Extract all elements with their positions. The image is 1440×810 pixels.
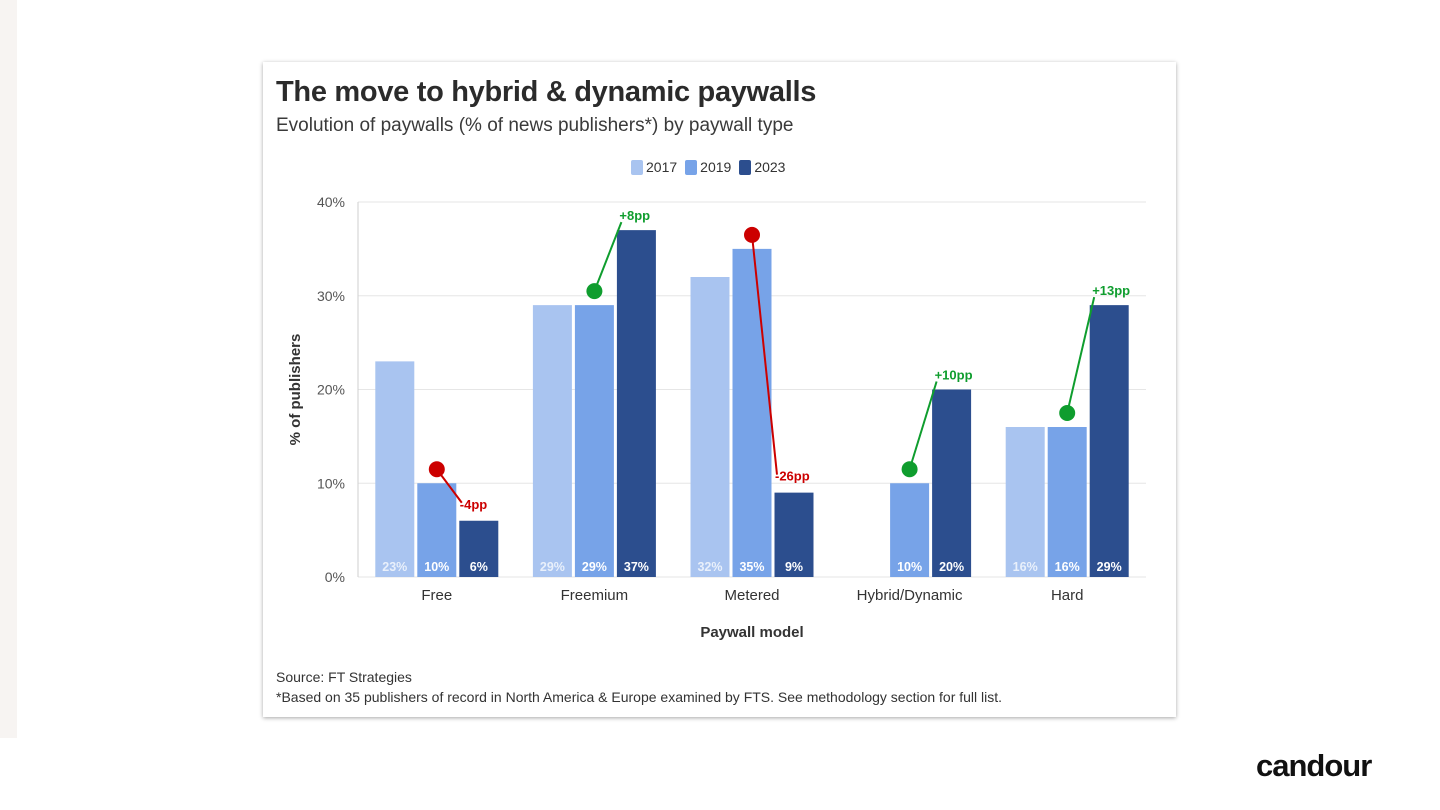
chart-footnote: *Based on 35 publishers of record in Nor… xyxy=(276,689,1003,705)
legend-swatch-2023 xyxy=(739,159,752,175)
bar-value-label: 10% xyxy=(424,560,449,574)
bar-2023-metered xyxy=(774,492,814,577)
chart-title: The move to hybrid & dynamic paywalls xyxy=(276,76,817,108)
legend-swatch-2017 xyxy=(631,159,643,175)
legend-item-2017: 2017 xyxy=(631,159,677,175)
bar-2019-hybriddynamic xyxy=(890,483,930,577)
change-marker-dot xyxy=(586,283,603,300)
bar-2023-freemium xyxy=(616,230,656,577)
change-label: -4pp xyxy=(460,497,488,512)
change-label: -26pp xyxy=(775,469,810,484)
x-tick-label: Hard xyxy=(1051,587,1084,604)
legend-label-2019: 2019 xyxy=(700,159,732,175)
change-connector xyxy=(908,381,938,470)
change-connector xyxy=(1066,296,1096,414)
y-tick-label: 10% xyxy=(317,475,345,491)
chart-source: Source: FT Strategies xyxy=(276,669,412,685)
legend-label-2017: 2017 xyxy=(646,159,678,175)
bar-value-label: 35% xyxy=(739,560,764,574)
bar-value-label: 16% xyxy=(1055,560,1080,574)
y-tick-label: 0% xyxy=(325,569,345,585)
bar-value-label: 9% xyxy=(785,560,803,574)
bar-2019-free xyxy=(417,483,457,577)
x-axis-label: Paywall model xyxy=(700,624,803,641)
change-marker-dot xyxy=(1059,405,1076,421)
chart-plot: 0% 10% 20% 30% 40% % of publishers Paywall mod… xyxy=(287,194,1146,641)
bar-2019-hard xyxy=(1047,427,1087,577)
bar-value-label: 29% xyxy=(1097,560,1122,574)
change-label: +13pp xyxy=(1092,283,1130,298)
bar-value-label: 23% xyxy=(382,560,407,574)
bar-value-label: 10% xyxy=(897,560,922,574)
x-tick-label: Freemium xyxy=(561,587,629,604)
bar-2023-hard xyxy=(1089,305,1129,577)
legend-item-2019: 2019 xyxy=(685,159,731,175)
bar-2019-metered xyxy=(732,248,772,577)
change-connector xyxy=(751,234,778,475)
change-label: +8pp xyxy=(619,208,650,223)
y-tick-label: 40% xyxy=(317,194,345,210)
legend-item-2023: 2023 xyxy=(739,159,785,175)
change-connector xyxy=(593,221,623,292)
legend-swatch-2019 xyxy=(685,159,698,175)
bar-value-label: 32% xyxy=(697,560,722,574)
bar-value-label: 29% xyxy=(540,560,565,574)
bar-value-label: 37% xyxy=(624,560,649,574)
x-tick-label: Metered xyxy=(724,587,779,604)
bar-2019-freemium xyxy=(574,305,614,577)
bar-2017-hard xyxy=(1005,427,1045,577)
change-marker-dot xyxy=(428,461,445,478)
change-label: +10pp xyxy=(935,368,973,383)
change-marker-dot xyxy=(901,461,918,478)
x-tick-label: Free xyxy=(421,587,452,604)
bar-2017-free xyxy=(375,361,415,577)
brand-logo: candour xyxy=(1256,748,1372,783)
bar-2023-free xyxy=(459,520,499,577)
bar-2023-hybriddynamic xyxy=(932,389,972,577)
bar-value-label: 20% xyxy=(939,560,964,574)
bar-value-label: 29% xyxy=(582,560,607,574)
bar-2017-freemium xyxy=(532,305,572,577)
legend-label-2023: 2023 xyxy=(754,159,786,175)
y-tick-label: 20% xyxy=(317,382,345,398)
x-tick-label: Hybrid/Dynamic xyxy=(857,587,963,604)
chart-subtitle: Evolution of paywalls (% of news publish… xyxy=(276,115,794,136)
y-tick-label: 30% xyxy=(317,288,345,304)
chart-legend: 2017 2019 2023 xyxy=(631,158,793,176)
bar-2017-metered xyxy=(690,277,730,577)
chart-card: The move to hybrid & dynamic paywalls Ev… xyxy=(263,62,1176,717)
change-marker-dot xyxy=(744,226,760,243)
y-axis-label: % of publishers xyxy=(287,334,304,446)
bar-value-label: 6% xyxy=(470,560,488,574)
bar-value-label: 16% xyxy=(1013,560,1038,574)
left-background-strip xyxy=(0,0,17,738)
